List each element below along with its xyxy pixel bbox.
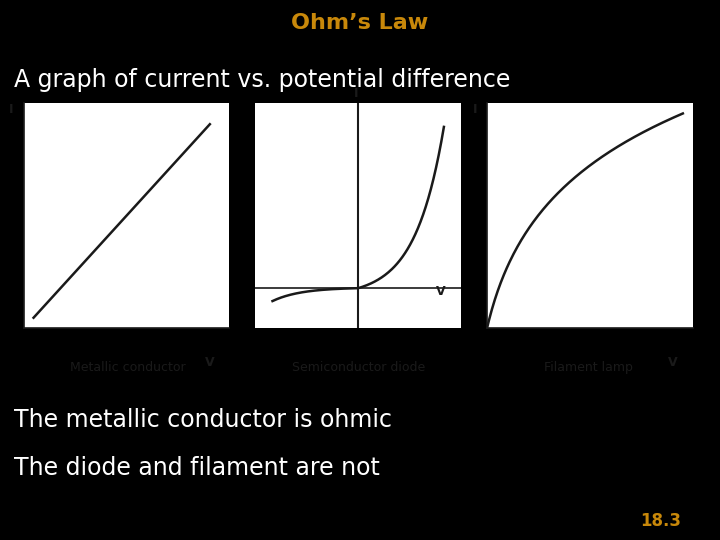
- Text: Semiconductor diode: Semiconductor diode: [292, 361, 425, 374]
- Text: A graph of current vs. potential difference: A graph of current vs. potential differe…: [14, 68, 510, 91]
- Text: I: I: [354, 87, 359, 100]
- Text: Ohm’s Law: Ohm’s Law: [292, 13, 428, 33]
- Text: I: I: [472, 103, 477, 116]
- Text: The metallic conductor is ohmic: The metallic conductor is ohmic: [14, 408, 392, 431]
- Text: V: V: [436, 285, 446, 298]
- Text: Metallic conductor: Metallic conductor: [70, 361, 185, 374]
- Text: I: I: [9, 103, 14, 116]
- Text: Filament lamp: Filament lamp: [544, 361, 634, 374]
- Text: The diode and filament are not: The diode and filament are not: [14, 456, 380, 480]
- Text: 18.3: 18.3: [640, 512, 681, 530]
- Text: V: V: [668, 355, 678, 369]
- Text: V: V: [204, 355, 215, 369]
